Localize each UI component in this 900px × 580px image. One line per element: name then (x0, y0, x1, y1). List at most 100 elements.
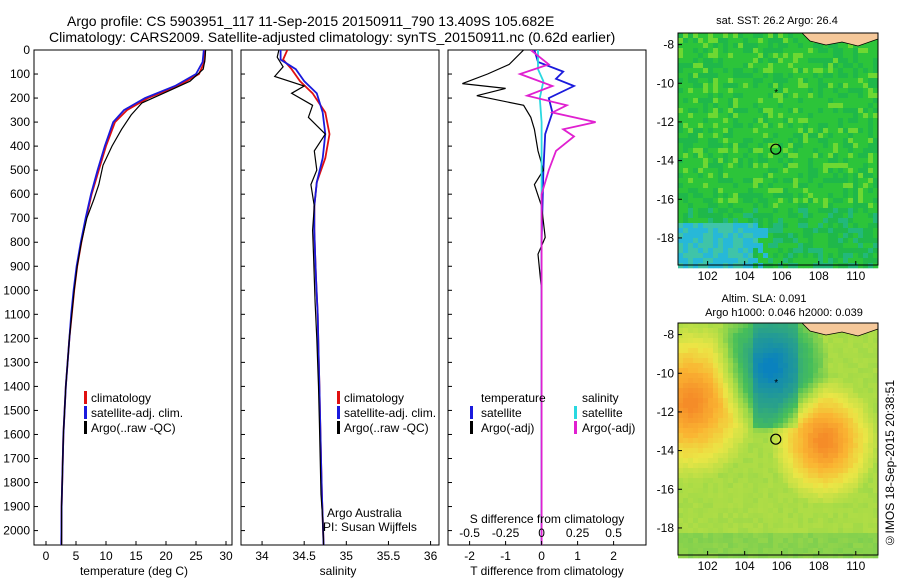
map-cell (863, 363, 869, 369)
map-cell (833, 98, 839, 104)
map-cell (703, 118, 709, 124)
map-cell (778, 323, 784, 329)
map-cell (698, 153, 704, 159)
map-cell (778, 388, 784, 394)
map-cell (688, 263, 694, 269)
map-cell (783, 103, 789, 109)
map-cell (858, 43, 864, 49)
map-cell (753, 443, 759, 449)
map-cell (788, 78, 794, 84)
map-cell (758, 88, 764, 94)
map-cell (838, 168, 844, 174)
map-cell (778, 553, 784, 559)
map-cell (788, 108, 794, 114)
map-cell (763, 33, 769, 39)
map-cell (838, 88, 844, 94)
map-cell (723, 148, 729, 154)
map-cell (678, 233, 684, 239)
map-cell (848, 368, 854, 374)
map-cell (698, 53, 704, 59)
map-cell (823, 238, 829, 244)
map-cell (773, 238, 779, 244)
map-cell (738, 473, 744, 479)
map-cell (773, 133, 779, 139)
map-cell (748, 148, 754, 154)
map-cell (768, 473, 774, 479)
map-cell (773, 153, 779, 159)
map-cell (733, 263, 739, 269)
map-cell (808, 48, 814, 54)
map-cell (728, 148, 734, 154)
map-cell (833, 408, 839, 414)
map-cell (763, 238, 769, 244)
map-cell (813, 228, 819, 234)
x-tick-label: 34 (255, 549, 269, 563)
map-cell (848, 233, 854, 239)
map-cell (828, 118, 834, 124)
map-cell (793, 548, 799, 554)
map-cell (788, 68, 794, 74)
map-cell (768, 448, 774, 454)
map-cell (723, 198, 729, 204)
map-cell (738, 378, 744, 384)
map-cell (873, 228, 879, 234)
map-cell (728, 73, 734, 79)
map-cell (813, 253, 819, 259)
map-cell (868, 348, 874, 354)
map-cell (778, 448, 784, 454)
map-cell (743, 538, 749, 544)
map-cell (843, 373, 849, 379)
map-cell (773, 548, 779, 554)
map-cell (698, 328, 704, 334)
map-cell (688, 378, 694, 384)
map-cell (873, 508, 879, 514)
map-cell (768, 263, 774, 269)
map-cell (833, 193, 839, 199)
map-cell (818, 113, 824, 119)
map-cell (728, 528, 734, 534)
map-cell (778, 428, 784, 434)
map-cell (698, 533, 704, 539)
map-cell (808, 473, 814, 479)
map-cell (798, 73, 804, 79)
map-cell (803, 358, 809, 364)
map-cell (718, 188, 724, 194)
map-cell (783, 33, 789, 39)
map-cell (798, 93, 804, 99)
map-cell (818, 58, 824, 64)
map-cell (753, 43, 759, 49)
map-cell (858, 538, 864, 544)
map-cell (758, 323, 764, 329)
map-cell (843, 528, 849, 534)
map-cell (798, 203, 804, 209)
map-cell (698, 228, 704, 234)
map-cell (743, 133, 749, 139)
map-cell (803, 413, 809, 419)
map-cell (838, 173, 844, 179)
map-cell (738, 358, 744, 364)
map-cell (713, 228, 719, 234)
map-cell (768, 128, 774, 134)
map-cell (768, 538, 774, 544)
map-cell (818, 43, 824, 49)
map-cell (853, 398, 859, 404)
map-cell (683, 393, 689, 399)
map-cell (758, 408, 764, 414)
map-cell (783, 188, 789, 194)
map-cell (863, 163, 869, 169)
map-cell (748, 508, 754, 514)
map-cell (848, 58, 854, 64)
map-cell (838, 518, 844, 524)
map-cell (718, 428, 724, 434)
map-cell (783, 548, 789, 554)
map-cell (728, 348, 734, 354)
map-cell (708, 258, 714, 264)
map-cell (848, 88, 854, 94)
map-cell (718, 168, 724, 174)
legend-satellite-swatch (84, 406, 87, 419)
map-cell (798, 358, 804, 364)
map-cell (733, 363, 739, 369)
map-cell (708, 208, 714, 214)
map-cell (873, 153, 879, 159)
map-cell (728, 358, 734, 364)
